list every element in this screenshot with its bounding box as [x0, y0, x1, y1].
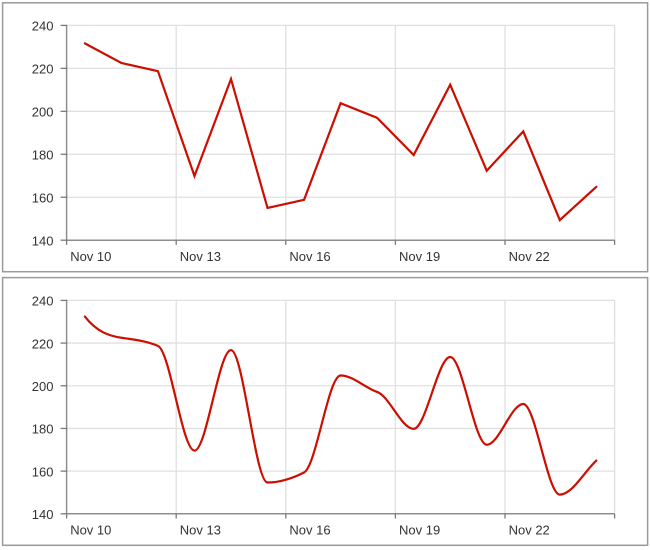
svg-text:200: 200	[32, 379, 54, 394]
svg-text:240: 240	[32, 19, 54, 34]
svg-text:220: 220	[32, 62, 54, 77]
svg-text:160: 160	[32, 464, 54, 479]
svg-text:200: 200	[32, 105, 54, 120]
svg-text:Nov 16: Nov 16	[289, 249, 330, 264]
svg-text:160: 160	[32, 190, 54, 205]
svg-text:180: 180	[32, 147, 54, 162]
svg-text:Nov 19: Nov 19	[399, 523, 440, 538]
svg-text:Nov 19: Nov 19	[399, 249, 440, 264]
svg-text:Nov 13: Nov 13	[180, 249, 221, 264]
svg-text:Nov 10: Nov 10	[70, 249, 111, 264]
svg-text:Nov 10: Nov 10	[70, 523, 111, 538]
svg-text:Nov 22: Nov 22	[509, 523, 550, 538]
svg-text:Nov 16: Nov 16	[289, 523, 330, 538]
svg-text:180: 180	[32, 422, 54, 437]
svg-text:140: 140	[32, 507, 54, 522]
svg-text:140: 140	[32, 233, 54, 248]
svg-text:Nov 22: Nov 22	[509, 249, 550, 264]
svg-text:Nov 13: Nov 13	[180, 523, 221, 538]
svg-text:240: 240	[32, 294, 54, 309]
svg-text:220: 220	[32, 336, 54, 351]
